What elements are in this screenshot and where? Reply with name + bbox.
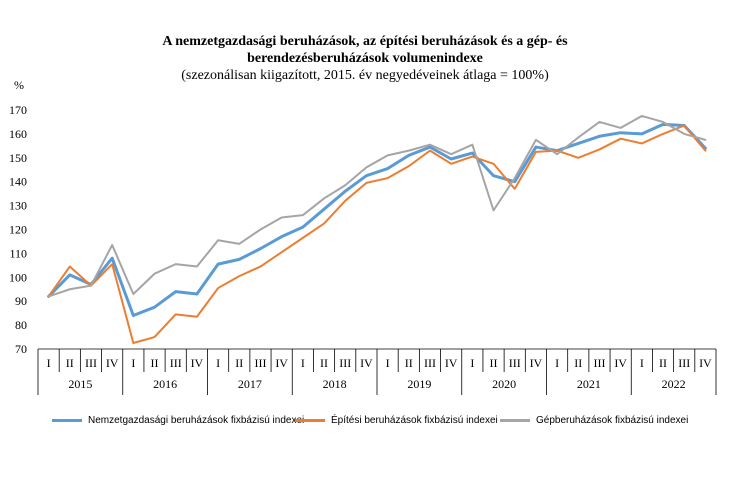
x-tick-label-quarter: IV: [106, 356, 119, 370]
x-tick-label-year: 2020: [492, 377, 516, 391]
series-line-1: [47, 122, 707, 318]
y-tick-label: 120: [9, 223, 27, 237]
y-tick-label: 70: [15, 342, 27, 356]
legend-label-construction: Építési beruházások fixbázisú indexei: [331, 414, 498, 426]
x-tick-label-quarter: IV: [699, 356, 712, 370]
series-line-2: [47, 124, 707, 345]
x-tick-label-quarter: IV: [614, 356, 627, 370]
legend-label-machinery: Gépberuházások fixbázisú indexei: [536, 414, 689, 426]
x-tick-label-year: 2017: [238, 377, 262, 391]
x-tick-label-year: 2018: [323, 377, 347, 391]
x-tick-label-quarter: II: [151, 356, 159, 370]
x-tick-label-quarter: II: [574, 356, 582, 370]
x-tick-label-quarter: III: [509, 356, 521, 370]
x-tick-label-quarter: III: [424, 356, 436, 370]
y-tick-label: 170: [9, 103, 27, 117]
legend-swatch-construction: [295, 418, 325, 422]
y-tick-label: 110: [9, 246, 27, 260]
x-tick-label-quarter: III: [85, 356, 97, 370]
legend-swatch-machinery: [500, 418, 530, 422]
x-tick-label-quarter: I: [216, 356, 220, 370]
x-tick-label-quarter: I: [640, 356, 644, 370]
chart-subtitle: (szezonálisan kiigazított, 2015. év negy…: [181, 68, 549, 83]
y-tick-label: 100: [9, 270, 27, 284]
x-tick-label-quarter: I: [131, 356, 135, 370]
x-tick-label-quarter: III: [593, 356, 605, 370]
y-tick-label: 130: [9, 199, 27, 213]
chart-title-line-2: berendezésberuházások volumenindexe: [247, 51, 483, 66]
legend-label-total: Nemzetgazdasági beruházások fixbázisú in…: [88, 414, 305, 426]
x-tick-label-quarter: I: [555, 356, 559, 370]
x-tick-label-year: 2016: [153, 377, 177, 391]
x-tick-label-year: 2015: [68, 377, 92, 391]
x-tick-label-year: 2022: [662, 377, 686, 391]
y-tick-label: 150: [9, 151, 27, 165]
x-tick-label-quarter: III: [254, 356, 266, 370]
legend-item-total: Nemzetgazdasági beruházások fixbázisú in…: [52, 412, 304, 428]
y-axis-unit-label: %: [14, 78, 24, 92]
x-tick-label-quarter: II: [320, 356, 328, 370]
legend-item-construction: Építési beruházások fixbázisú indexei: [295, 412, 498, 428]
y-tick-label: 80: [15, 318, 27, 332]
x-tick-label-quarter: IV: [445, 356, 458, 370]
x-tick-label-quarter: IV: [275, 356, 288, 370]
x-tick-label-year: 2021: [577, 377, 601, 391]
x-tick-label-quarter: I: [47, 356, 51, 370]
y-tick-label: 90: [15, 294, 27, 308]
x-tick-label-quarter: I: [301, 356, 305, 370]
x-tick-label-year: 2019: [407, 377, 431, 391]
x-tick-label-quarter: II: [659, 356, 667, 370]
x-tick-label-quarter: II: [235, 356, 243, 370]
x-tick-label-quarter: I: [470, 356, 474, 370]
x-tick-label-quarter: III: [678, 356, 690, 370]
x-tick-label-quarter: III: [170, 356, 182, 370]
x-tick-label-quarter: II: [405, 356, 413, 370]
x-tick-label-quarter: IV: [530, 356, 543, 370]
y-tick-label: 140: [9, 175, 27, 189]
x-tick-label-quarter: II: [66, 356, 74, 370]
legend-swatch-total: [52, 418, 82, 422]
x-tick-label-quarter: IV: [360, 356, 373, 370]
chart-title-line-1: A nemzetgazdasági beruházások, az építés…: [162, 34, 568, 49]
legend-item-machinery: Gépberuházások fixbázisú indexei: [500, 412, 688, 428]
x-tick-label-quarter: III: [339, 356, 351, 370]
y-tick-label: 160: [9, 127, 27, 141]
x-tick-label-quarter: II: [490, 356, 498, 370]
x-tick-label-quarter: I: [386, 356, 390, 370]
series-line-3: [47, 114, 707, 298]
x-tick-label-quarter: IV: [191, 356, 204, 370]
